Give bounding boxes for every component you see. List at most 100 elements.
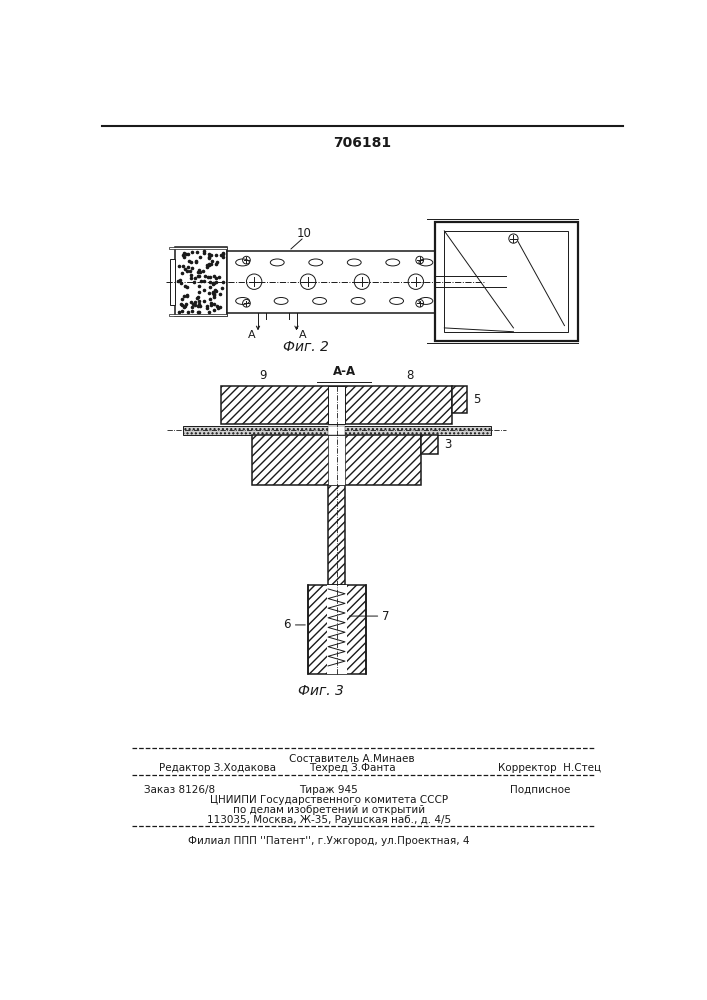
Point	[175, 296, 186, 312]
Point	[204, 279, 216, 295]
Text: Подписное: Подписное	[510, 785, 570, 795]
Point	[186, 260, 197, 276]
Point	[209, 282, 221, 298]
Point	[180, 261, 191, 277]
Point	[194, 298, 205, 314]
Point	[214, 299, 226, 315]
Text: Фиг. 3: Фиг. 3	[298, 684, 344, 698]
Point	[189, 270, 201, 286]
Bar	[444, 231, 568, 332]
Text: 113035, Москва, Ж-35, Раушская наб., д. 4/5: 113035, Москва, Ж-35, Раушская наб., д. …	[206, 815, 451, 825]
Point	[176, 297, 187, 313]
Point	[181, 263, 192, 279]
Point	[204, 274, 216, 290]
Bar	[169, 314, 227, 316]
Point	[201, 300, 213, 316]
Point	[206, 297, 217, 313]
Text: по делам изобретений и открытий: по делам изобретений и открытий	[233, 805, 425, 815]
Point	[198, 263, 209, 279]
Text: 8: 8	[406, 369, 414, 382]
Point	[211, 270, 222, 286]
Bar	[175, 247, 227, 316]
Point	[198, 245, 209, 261]
Point	[186, 267, 197, 283]
Text: ЦНИИПИ Государственного комитета СССР: ЦНИИПИ Государственного комитета СССР	[210, 795, 448, 805]
Text: Филиал ППП ''Патент'', г.Ужгород, ул.Проектная, 4: Филиал ППП ''Патент'', г.Ужгород, ул.Про…	[188, 836, 469, 846]
Point	[210, 274, 221, 290]
Point	[194, 278, 205, 294]
Point	[193, 268, 204, 284]
Point	[187, 244, 198, 260]
Point	[183, 304, 194, 320]
Point	[180, 296, 192, 312]
Point	[194, 264, 206, 280]
Point	[210, 283, 221, 299]
Point	[179, 249, 190, 265]
Point	[217, 246, 228, 262]
Text: Редактор З.Ходакова: Редактор З.Ходакова	[160, 763, 276, 773]
Point	[173, 304, 185, 320]
Point	[190, 254, 201, 270]
Point	[214, 286, 226, 302]
Bar	[227, 251, 439, 312]
Bar	[170, 259, 175, 305]
Point	[201, 257, 213, 273]
Point	[202, 269, 214, 285]
Bar	[221, 386, 452, 424]
Point	[199, 243, 210, 259]
Point	[215, 247, 226, 263]
Point	[192, 304, 204, 320]
Text: 10: 10	[297, 227, 312, 240]
Point	[182, 287, 193, 303]
Bar	[328, 386, 345, 424]
Point	[214, 269, 225, 285]
Point	[177, 291, 188, 307]
Point	[187, 303, 198, 319]
Point	[209, 286, 220, 302]
Point	[217, 274, 228, 290]
Point	[182, 279, 193, 295]
Point	[201, 259, 213, 275]
Point	[185, 263, 196, 279]
Bar	[182, 426, 491, 435]
Point	[185, 270, 196, 286]
Point	[195, 273, 206, 289]
Point	[180, 278, 191, 294]
Point	[177, 265, 188, 281]
Text: 5: 5	[474, 393, 481, 406]
Point	[178, 288, 189, 304]
Point	[192, 298, 204, 314]
Text: 3: 3	[444, 438, 452, 451]
Point	[185, 254, 197, 270]
Bar	[327, 585, 346, 674]
Point	[182, 246, 194, 262]
Point	[189, 274, 200, 290]
Text: A-A: A-A	[333, 365, 356, 378]
Point	[177, 303, 188, 319]
Text: 706181: 706181	[333, 136, 391, 150]
Point	[201, 298, 213, 314]
Point	[211, 298, 223, 314]
Point	[217, 249, 228, 265]
Text: Тираж 945: Тираж 945	[300, 785, 358, 795]
Point	[204, 285, 215, 301]
Point	[204, 291, 216, 307]
Point	[190, 253, 201, 269]
Point	[189, 297, 200, 313]
Point	[189, 294, 201, 310]
Point	[204, 269, 216, 285]
Point	[173, 273, 184, 289]
Bar	[435, 222, 578, 341]
Point	[217, 245, 228, 261]
Point	[209, 296, 220, 312]
Text: A: A	[299, 330, 306, 340]
Point	[177, 247, 189, 263]
Point	[194, 249, 205, 265]
Point	[199, 273, 210, 289]
Bar	[328, 426, 345, 435]
Bar	[328, 485, 345, 585]
Point	[191, 290, 202, 306]
Point	[177, 258, 189, 274]
Text: Техред З.Фанта: Техред З.Фанта	[309, 763, 395, 773]
Point	[192, 264, 204, 280]
